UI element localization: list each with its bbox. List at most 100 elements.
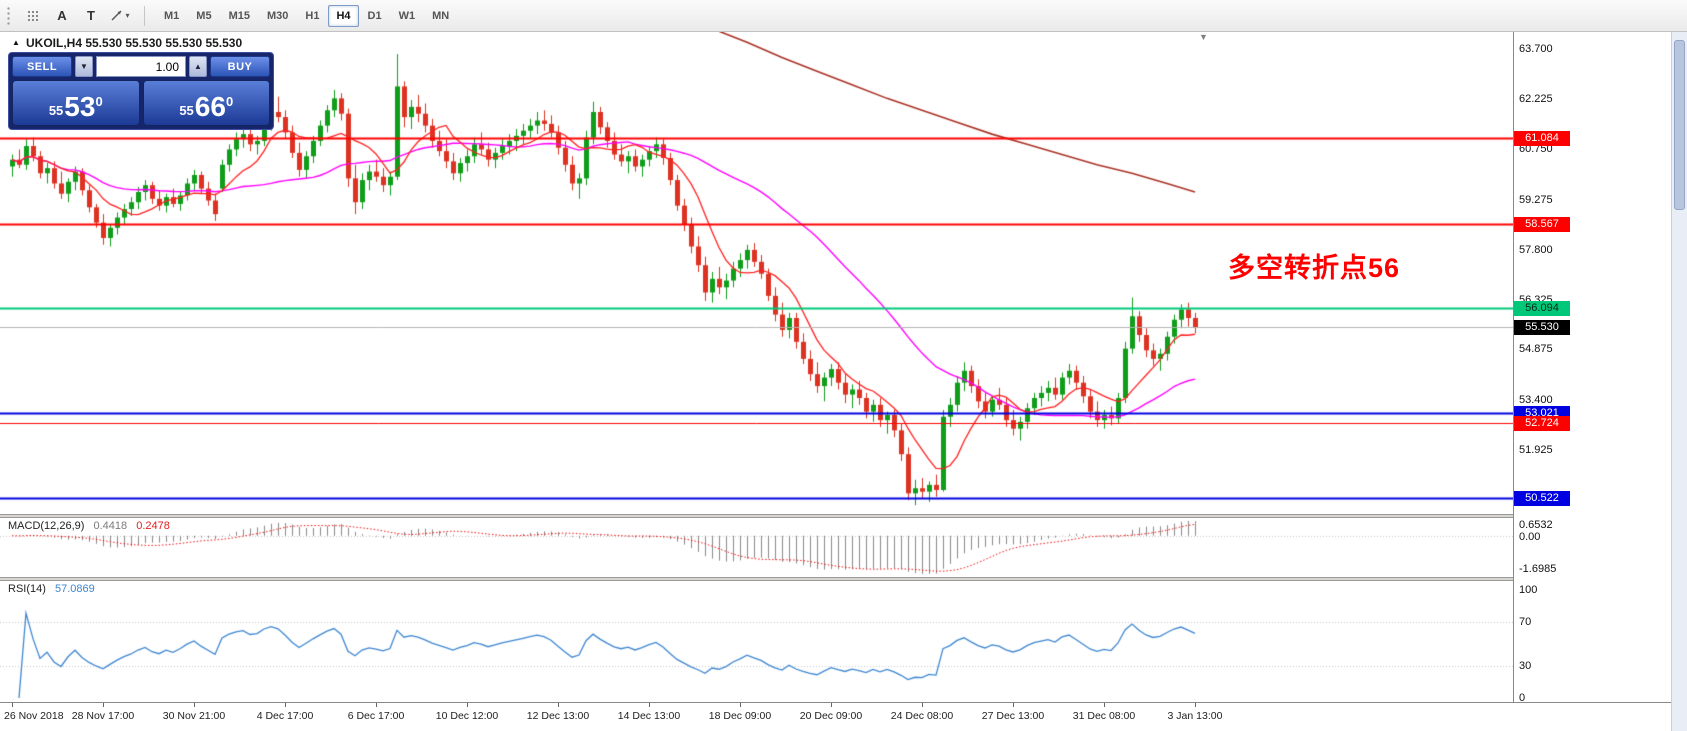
buy-price-sup: 0: [225, 94, 234, 109]
price-tick-label: 51.925: [1519, 443, 1553, 456]
price-tick-label: 63.700: [1519, 43, 1553, 55]
time-axis[interactable]: 26 Nov 2018 28 Nov 17:00 30 Nov 21:00 4 Dec…: [0, 702, 1671, 731]
time-axis-label: 27 Dec 13:00: [981, 710, 1045, 722]
one-click-trading-panel: SELL ▼ ▲ BUY 55 53 0 55 66 0: [8, 52, 274, 130]
grid-tool-button[interactable]: [20, 4, 46, 28]
text-tool-a-button[interactable]: A: [49, 4, 75, 28]
macd-axis-max-label: 0.6532: [1519, 519, 1553, 531]
level-price-badge: 58.567: [1514, 216, 1570, 232]
timeframe-button-m15[interactable]: M15: [228, 9, 250, 22]
chevron-down-icon: ▾: [125, 11, 130, 20]
time-axis-label: 18 Dec 09:00: [708, 710, 772, 722]
toolbar: A T ▾ M1 M5 M15 M30 H1 H4 D1 W1 MN: [0, 0, 1687, 32]
shapes-tool-button[interactable]: ▾: [107, 4, 133, 28]
current-price-badge: 55.530: [1514, 320, 1570, 336]
price-tick-label: 57.800: [1519, 243, 1553, 256]
rsi-axis-label: 30: [1519, 659, 1532, 672]
sell-price-small: 55: [48, 103, 64, 118]
sell-price-button[interactable]: 55 53 0: [12, 80, 140, 126]
timeframe-button-d1[interactable]: D1: [367, 9, 382, 22]
level-price-badge: 50.522: [1514, 490, 1570, 506]
level-price-badge: 52.724: [1514, 415, 1570, 431]
time-axis-label: 3 Jan 13:00: [1167, 710, 1223, 722]
volume-up-button[interactable]: ▲: [189, 56, 207, 77]
chart-shift-marker-icon[interactable]: ▼: [1199, 32, 1208, 42]
text-tool-a-label: A: [57, 8, 67, 23]
rsi-name: RSI(14): [8, 583, 46, 595]
price-axis[interactable]: 63.70062.22560.75059.27557.80056.32554.8…: [1513, 32, 1671, 704]
scrollbar-thumb[interactable]: [1674, 40, 1685, 210]
time-axis-label: 30 Nov 21:00: [162, 710, 226, 722]
text-tool-t-label: T: [87, 8, 95, 23]
rsi-label-line: RSI(14) 57.0869: [8, 583, 95, 595]
time-axis-tick: [558, 703, 559, 707]
sell-button-label: SELL: [26, 60, 58, 73]
time-axis-tick: [649, 703, 650, 707]
sell-price-sup: 0: [95, 94, 103, 109]
price-tick-label: 60.750: [1519, 143, 1553, 156]
time-axis-label: 6 Dec 17:00: [347, 710, 405, 722]
macd-name: MACD(12,26,9): [8, 520, 85, 532]
timeframe-button-m5[interactable]: M5: [196, 9, 212, 22]
rsi-axis-label: 100: [1519, 584, 1538, 596]
annotation-text: 多空转折点56: [1228, 253, 1401, 283]
price-tick-label: 53.400: [1519, 393, 1553, 406]
volume-down-button[interactable]: ▼: [75, 56, 93, 77]
time-axis-label: 14 Dec 13:00: [617, 710, 681, 722]
macd-axis-min-label: -1.6985: [1519, 563, 1557, 575]
price-tick-label: 59.275: [1519, 193, 1553, 206]
timeframe-button-h4[interactable]: H4: [328, 4, 359, 27]
triangle-down-icon: ▼: [80, 62, 88, 71]
timeframe-button-h1[interactable]: H1: [305, 9, 320, 22]
time-axis-label: 28 Nov 17:00: [71, 710, 135, 722]
grid-icon: [28, 10, 38, 21]
vertical-scrollbar[interactable]: [1671, 32, 1687, 731]
time-axis-tick: [376, 703, 377, 707]
time-axis-tick: [922, 703, 923, 707]
sell-price-big: 53: [64, 91, 96, 122]
timeframe-button-w1[interactable]: W1: [398, 9, 416, 22]
time-axis-tick: [1104, 703, 1105, 707]
buy-price-big: 66: [194, 91, 226, 122]
time-axis-label: 12 Dec 13:00: [526, 710, 590, 722]
sell-button[interactable]: SELL: [12, 56, 72, 77]
time-axis-tick: [285, 703, 286, 707]
price-tick-label: 62.225: [1519, 93, 1553, 106]
buy-button[interactable]: BUY: [210, 56, 270, 77]
text-tool-t-button[interactable]: T: [78, 4, 104, 28]
buy-price-small: 55: [179, 103, 194, 118]
toolbar-grip[interactable]: [6, 5, 12, 26]
time-axis-tick: [467, 703, 468, 707]
timeframe-button-m30[interactable]: M30: [266, 9, 289, 22]
volume-input[interactable]: [96, 56, 186, 77]
rsi-axis-label: 70: [1519, 616, 1532, 629]
symbol-ohlc-label: UKOIL,H4 55.530 55.530 55.530 55.530: [26, 36, 243, 50]
timeframe-button-mn[interactable]: MN: [432, 9, 450, 22]
time-axis-label: 24 Dec 08:00: [890, 710, 954, 722]
time-axis-tick: [103, 703, 104, 707]
time-axis-tick: [12, 703, 13, 707]
time-axis-label: 4 Dec 17:00: [256, 710, 314, 722]
panel-separator[interactable]: [0, 577, 1671, 581]
price-chart-canvas[interactable]: [0, 32, 1513, 702]
time-axis-label: 10 Dec 12:00: [435, 710, 499, 722]
macd-value-main: 0.4418: [93, 520, 128, 532]
time-axis-tick: [1013, 703, 1014, 707]
buy-price-button[interactable]: 55 66 0: [142, 80, 270, 126]
panel-separator[interactable]: [0, 514, 1671, 518]
time-axis-tick: [831, 703, 832, 707]
macd-label-line: MACD(12,26,9) 0.4418 0.2478: [8, 520, 170, 532]
level-price-badge: 56.094: [1514, 300, 1570, 316]
timeframe-button-m1[interactable]: M1: [164, 9, 180, 22]
time-axis-label: 20 Dec 09:00: [799, 710, 863, 722]
macd-axis-zero-label: 0.00: [1519, 530, 1541, 543]
time-axis-tick: [194, 703, 195, 707]
triangle-up-icon: ▲: [194, 62, 202, 71]
macd-value-signal: 0.2478: [136, 520, 170, 532]
toolbar-separator: [144, 5, 145, 26]
arrow-tool-icon: [111, 10, 122, 21]
one-click-toggle-icon[interactable]: ▲: [12, 38, 20, 47]
time-axis-label: 31 Dec 08:00: [1072, 710, 1136, 722]
time-axis-tick: [740, 703, 741, 707]
